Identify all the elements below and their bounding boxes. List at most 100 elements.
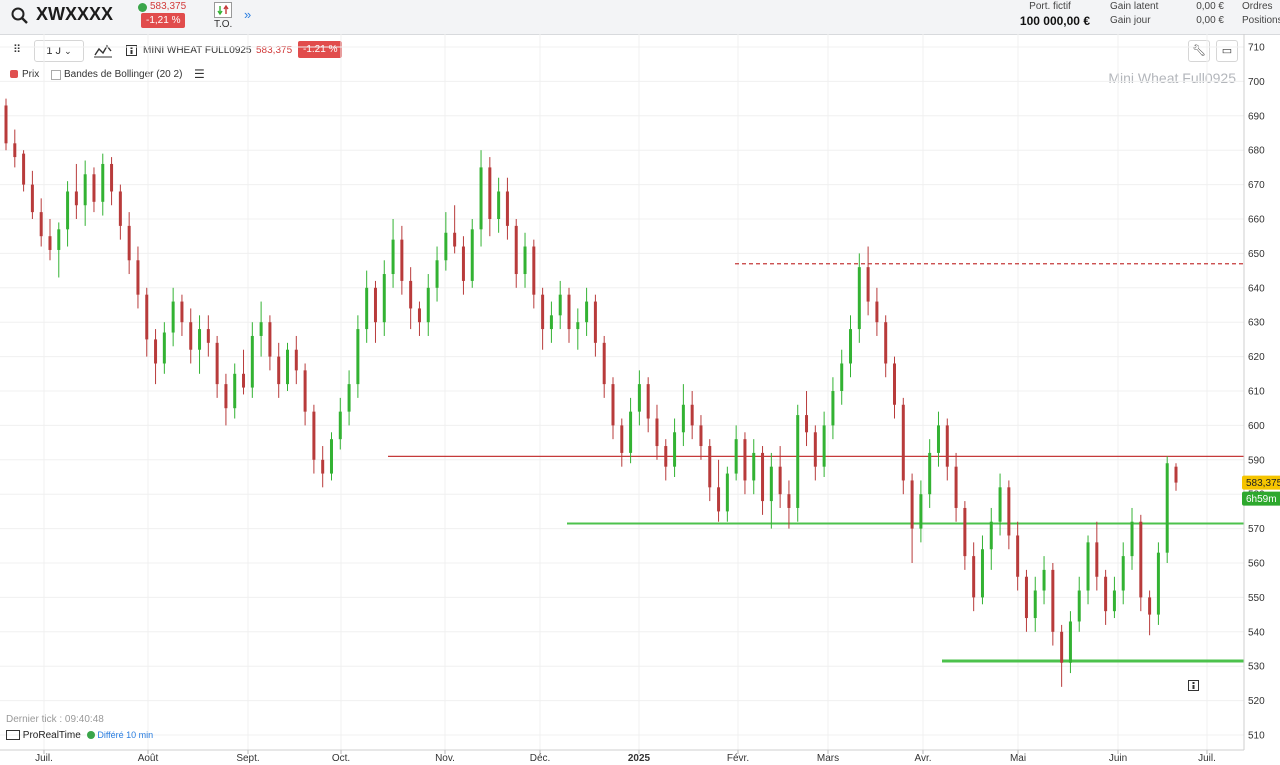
price-legend-label[interactable]: Prix	[22, 69, 40, 80]
candle-body	[30, 184, 34, 213]
candle	[242, 349, 246, 395]
orders-label[interactable]: Ordres	[1242, 1, 1273, 12]
event-info-icon[interactable]	[1188, 680, 1199, 691]
info-icon[interactable]	[126, 45, 137, 56]
candle	[514, 219, 518, 288]
candle	[708, 439, 712, 502]
candle-body	[980, 549, 984, 598]
y-tick-label: 650	[1248, 249, 1265, 260]
candle-body	[118, 191, 122, 226]
quote-change-badge: -1,21 %	[141, 13, 186, 28]
x-tick-label: Déc.	[530, 753, 551, 764]
candle	[849, 315, 853, 378]
candle	[118, 184, 122, 240]
candle-body	[857, 267, 861, 330]
price-tags: 583,375 6h59m	[1242, 475, 1280, 506]
candle	[989, 507, 993, 570]
tools-button[interactable]: 🔧︎	[1188, 40, 1210, 62]
candle	[1033, 576, 1037, 632]
candle-body	[259, 322, 263, 336]
candle-body	[822, 425, 826, 467]
candle	[928, 439, 932, 508]
candle	[1086, 535, 1090, 605]
price-color-icon[interactable]	[10, 70, 18, 78]
x-tick-label: Févr.	[727, 753, 749, 764]
symbol-title[interactable]: XWXXXX	[36, 4, 114, 24]
orders-positions[interactable]: Ordres Positions	[1242, 0, 1280, 28]
candle	[435, 246, 439, 302]
candle-body	[136, 260, 140, 295]
provider-row: ProRealTime Différé 10 min	[6, 730, 153, 741]
candle	[787, 480, 791, 529]
portfolio-block[interactable]: Port. fictif 100 000,00 €	[1010, 0, 1090, 30]
candle	[972, 542, 976, 612]
positions-label[interactable]: Positions	[1242, 15, 1280, 26]
candle	[717, 459, 721, 522]
candle	[1095, 521, 1099, 591]
candle-body	[356, 329, 360, 385]
quote-price: 583,375	[150, 1, 187, 12]
candle	[92, 167, 96, 213]
candle	[954, 452, 958, 522]
period-select[interactable]: 1 J ⌄	[34, 40, 84, 62]
candle-body	[382, 274, 386, 323]
candle	[189, 308, 193, 364]
candle	[910, 473, 914, 563]
candle	[101, 153, 105, 216]
candle-body	[998, 487, 1002, 522]
horizontal-levels	[388, 263, 1244, 663]
candle	[963, 501, 967, 570]
candle-body	[470, 229, 474, 281]
quote-box[interactable]: 583,375 -1,21 %	[134, 0, 192, 34]
window-icon: ▭	[1221, 45, 1233, 57]
y-tick-label: 690	[1248, 111, 1265, 122]
drag-handle-icon[interactable]: ⠿	[8, 40, 26, 60]
indicator-list-icon[interactable]: ☰	[194, 67, 205, 81]
candle	[154, 329, 158, 385]
candle-body	[1024, 576, 1028, 619]
candle-body	[92, 174, 96, 202]
x-tick-label: Juil.	[1198, 753, 1216, 764]
candle-body	[110, 163, 114, 192]
window-button[interactable]: ▭	[1216, 40, 1238, 62]
instrument-change-badge: -1.21 %	[298, 41, 343, 58]
candle	[426, 274, 430, 336]
candle-body	[576, 322, 580, 330]
delay-label: Différé 10 min	[97, 730, 154, 740]
y-tick-label: 630	[1248, 318, 1265, 329]
search-icon[interactable]	[10, 6, 30, 26]
chart-type-icon[interactable]	[93, 43, 113, 59]
candle-body	[769, 466, 773, 502]
gain-jour-value: 0,00 €	[1196, 15, 1224, 26]
candle	[206, 315, 210, 357]
candle-body	[74, 191, 78, 206]
candle	[127, 212, 131, 275]
x-tick-label: Mars	[817, 753, 839, 764]
candle	[1104, 569, 1108, 625]
candle	[945, 418, 949, 481]
to-button[interactable]: T.O.	[205, 0, 241, 34]
candle-body	[347, 384, 351, 412]
candle-body	[435, 260, 439, 288]
candle	[1016, 521, 1020, 591]
y-tick-label: 640	[1248, 283, 1265, 294]
portfolio-label: Port. fictif	[1029, 1, 1071, 12]
x-tick-label: Juil.	[35, 753, 53, 764]
bollinger-legend-label[interactable]: Bandes de Bollinger (20 2)	[64, 69, 183, 80]
candle-body	[48, 236, 52, 250]
candle-body	[162, 332, 166, 364]
candle	[541, 287, 545, 350]
candle	[30, 170, 34, 219]
bollinger-checkbox[interactable]	[51, 70, 61, 80]
timer-tag	[1242, 491, 1280, 506]
candle	[655, 404, 659, 460]
candle	[523, 232, 527, 288]
candle-body	[66, 191, 70, 230]
double-chevron-right-icon[interactable]: »	[244, 7, 252, 22]
candle	[259, 301, 263, 357]
candle	[576, 308, 580, 350]
candle	[145, 287, 149, 357]
candle-body	[1121, 556, 1125, 591]
candle-body	[1156, 552, 1160, 615]
